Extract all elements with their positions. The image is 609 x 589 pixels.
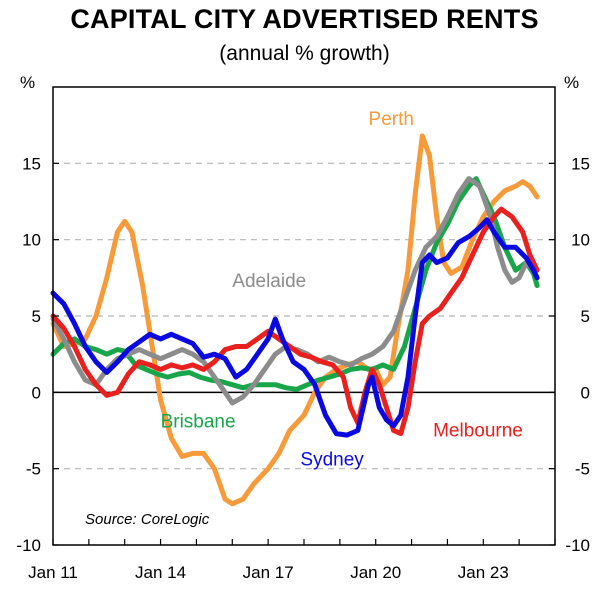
x-tick-label: Jan 23 (458, 563, 509, 582)
series-label-sydney: Sydney (300, 450, 364, 471)
y-tick-label-right: 5 (581, 307, 590, 326)
source-note: Source: CoreLogic (85, 511, 210, 528)
series-line-perth (50, 133, 540, 507)
series-line-sydney (50, 217, 540, 438)
x-tick-label: Jan 11 (28, 563, 78, 582)
chart-title: CAPITAL CITY ADVERTISED RENTS (70, 4, 539, 34)
y-tick-label-left: 5 (32, 307, 41, 326)
y-tick-label-right: 0 (581, 383, 590, 402)
y-tick-label-left: 10 (22, 231, 41, 250)
y-tick-label-left: -10 (16, 536, 41, 555)
series-layer (50, 133, 540, 507)
y-tick-label-right: 10 (571, 231, 590, 250)
plot-frame (52, 86, 556, 546)
y-tick-label-left: -5 (26, 460, 41, 479)
x-tick-label: Jan 14 (135, 563, 186, 582)
series-label-melbourne: Melbourne (433, 421, 523, 442)
series-labels: Perth Adelaide Brisbane Sydney Melbourne (161, 109, 523, 470)
y-axis-left: -10 -5 0 5 10 15 (16, 154, 59, 555)
series-line-melbourne (50, 206, 540, 437)
chart-subtitle: (annual % growth) (219, 42, 390, 65)
x-axis: Jan 11 Jan 14 Jan 17 Jan 20 Jan 23 (28, 539, 556, 582)
series-line-brisbane (50, 176, 540, 392)
x-tick-label: Jan 17 (243, 563, 294, 582)
y-tick-label-left: 15 (22, 154, 41, 173)
y-axis-left-unit: % (20, 73, 35, 92)
y-tick-label-right: 15 (571, 154, 590, 173)
y-tick-label-right: -5 (575, 460, 590, 479)
y-axis-right: -10 -5 0 5 10 15 (549, 154, 590, 555)
series-label-brisbane: Brisbane (161, 411, 236, 432)
series-label-perth: Perth (369, 109, 414, 130)
x-tick-label: Jan 20 (350, 563, 401, 582)
series-label-adelaide: Adelaide (232, 271, 306, 292)
y-axis-right-unit: % (564, 73, 579, 92)
y-tick-label-left: 0 (32, 383, 41, 402)
y-tick-label-right: -10 (565, 536, 590, 555)
